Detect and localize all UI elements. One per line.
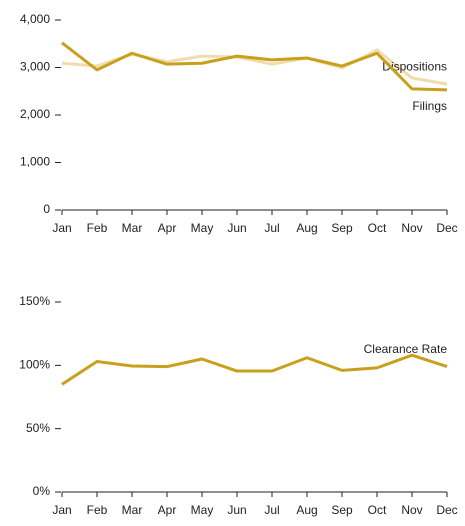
x-tick-label: Aug: [296, 503, 317, 517]
series-label: Filings: [412, 99, 447, 113]
x-tick-label: Dec: [436, 503, 457, 517]
x-tick-label: Sep: [331, 221, 353, 235]
x-tick-label: Jul: [264, 503, 279, 517]
x-tick-label: Nov: [401, 503, 422, 517]
y-tick-label: 1,000: [20, 155, 50, 169]
series-label: Dispositions: [382, 59, 447, 73]
x-tick-label: Aug: [296, 221, 317, 235]
x-tick-label: Jun: [227, 503, 246, 517]
series-label: Clearance Rate: [364, 342, 448, 356]
y-tick-label: 0: [43, 202, 50, 216]
x-tick-label: Feb: [87, 503, 108, 517]
x-tick-label: Oct: [368, 503, 387, 517]
x-tick-label: May: [191, 503, 214, 517]
x-tick-label: Mar: [122, 221, 143, 235]
y-tick-label: 3,000: [20, 60, 50, 74]
x-tick-label: Apr: [158, 221, 177, 235]
x-tick-label: Feb: [87, 221, 108, 235]
y-tick-label: 100%: [19, 358, 50, 372]
x-tick-label: Sep: [331, 503, 353, 517]
x-tick-label: May: [191, 221, 214, 235]
y-tick-label: 4,000: [20, 12, 50, 26]
line: [61, 41, 448, 92]
y-tick-label: 0%: [33, 484, 51, 498]
x-tick-label: Apr: [158, 503, 177, 517]
x-tick-label: Jan: [52, 503, 71, 517]
y-tick-label: 2,000: [20, 107, 50, 121]
x-tick-label: Jan: [52, 221, 71, 235]
x-tick-label: Oct: [368, 221, 387, 235]
x-tick-label: Jul: [264, 221, 279, 235]
x-tick-label: Nov: [401, 221, 422, 235]
x-tick-label: Mar: [122, 503, 143, 517]
line: [61, 353, 448, 386]
y-tick-label: 50%: [26, 421, 50, 435]
y-tick-label: 150%: [19, 294, 50, 308]
x-tick-label: Dec: [436, 221, 457, 235]
x-tick-label: Jun: [227, 221, 246, 235]
